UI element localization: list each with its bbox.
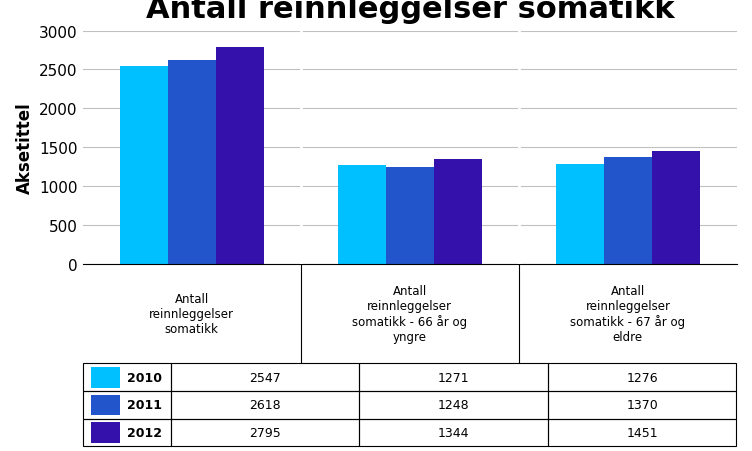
Text: 2012: 2012 bbox=[126, 426, 162, 439]
Bar bbox=[168, 61, 216, 264]
Text: 2547: 2547 bbox=[250, 371, 281, 384]
Bar bbox=[90, 395, 120, 415]
Text: 1370: 1370 bbox=[626, 399, 658, 411]
Text: 1276: 1276 bbox=[626, 371, 658, 384]
Bar bbox=[652, 152, 700, 264]
Text: 2618: 2618 bbox=[250, 399, 281, 411]
Bar bbox=[359, 391, 548, 419]
Bar bbox=[604, 158, 652, 264]
Bar bbox=[171, 391, 359, 419]
Bar bbox=[548, 391, 736, 419]
Text: Antall
reinnleggelser
somatikk: Antall reinnleggelser somatikk bbox=[149, 292, 235, 335]
Bar bbox=[216, 47, 264, 264]
Bar bbox=[556, 165, 604, 264]
Bar bbox=[171, 364, 359, 391]
Text: Antall
reinnleggelser
somatikk - 66 år og
yngre: Antall reinnleggelser somatikk - 66 år o… bbox=[352, 284, 468, 343]
Bar bbox=[548, 419, 736, 446]
Text: 2795: 2795 bbox=[250, 426, 281, 439]
Bar bbox=[548, 364, 736, 391]
Bar bbox=[83, 419, 171, 446]
Bar bbox=[120, 67, 168, 264]
Bar bbox=[90, 367, 120, 388]
Bar bbox=[90, 422, 120, 443]
Y-axis label: Aksetittel: Aksetittel bbox=[16, 102, 34, 193]
Text: 1271: 1271 bbox=[438, 371, 469, 384]
Bar bbox=[434, 160, 482, 264]
Text: 1248: 1248 bbox=[438, 399, 469, 411]
Bar bbox=[171, 419, 359, 446]
Text: Antall
reinnleggelser
somatikk - 67 år og
eldre: Antall reinnleggelser somatikk - 67 år o… bbox=[570, 284, 686, 343]
Bar bbox=[359, 364, 548, 391]
Title: Antall reinnleggelser somatikk: Antall reinnleggelser somatikk bbox=[146, 0, 674, 24]
Text: 1451: 1451 bbox=[626, 426, 658, 439]
Text: 2010: 2010 bbox=[126, 371, 162, 384]
Text: 2011: 2011 bbox=[126, 399, 162, 411]
Text: 1344: 1344 bbox=[438, 426, 469, 439]
Bar bbox=[386, 167, 434, 264]
Bar bbox=[338, 166, 386, 264]
Bar bbox=[83, 391, 171, 419]
Bar bbox=[359, 419, 548, 446]
Bar bbox=[83, 364, 171, 391]
